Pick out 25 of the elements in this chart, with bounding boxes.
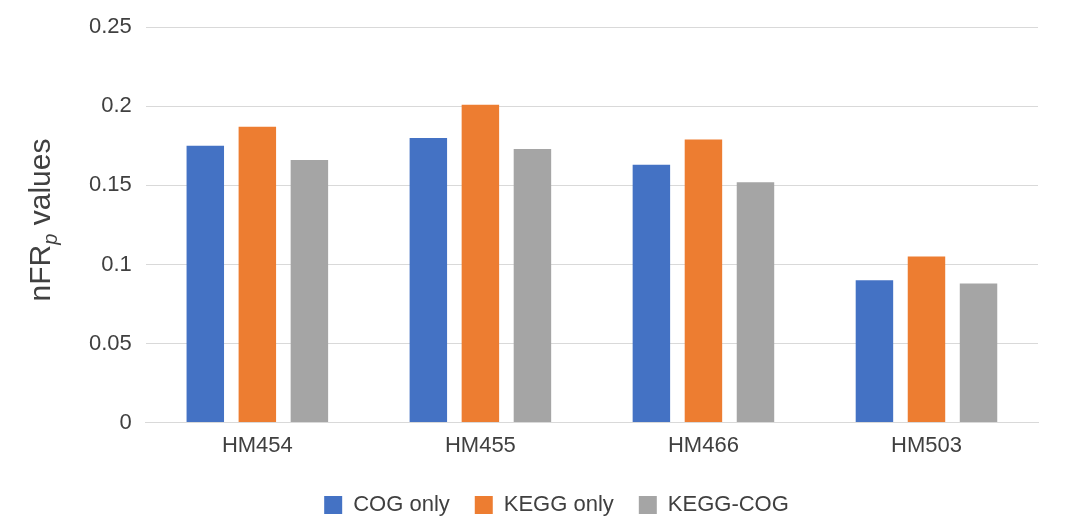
bar xyxy=(907,256,946,423)
x-tick-label: HM454 xyxy=(221,431,293,457)
bar xyxy=(290,160,329,423)
bar xyxy=(461,104,500,423)
bar xyxy=(684,139,723,423)
bar xyxy=(855,280,894,423)
bar xyxy=(409,137,448,423)
y-tick-label: 0 xyxy=(119,408,132,434)
y-tick-label: 0.1 xyxy=(101,250,132,276)
bar xyxy=(959,283,998,423)
y-tick-label: 0.25 xyxy=(88,13,132,39)
bar xyxy=(238,126,277,423)
bar xyxy=(186,145,225,423)
x-tick-label: HM466 xyxy=(667,431,739,457)
bar xyxy=(736,182,775,423)
legend-label: KEGG-COG xyxy=(667,491,789,517)
x-tick-label: HM503 xyxy=(891,431,962,457)
y-tick-label: 0.05 xyxy=(88,329,132,355)
bar xyxy=(513,148,552,423)
y-tick-label: 0.2 xyxy=(101,92,132,118)
legend-label: KEGG only xyxy=(503,491,614,517)
legend-label: COG only xyxy=(353,491,450,517)
y-tick-label: 0.15 xyxy=(88,171,132,197)
bar xyxy=(632,164,671,423)
x-tick-label: HM455 xyxy=(444,431,516,457)
